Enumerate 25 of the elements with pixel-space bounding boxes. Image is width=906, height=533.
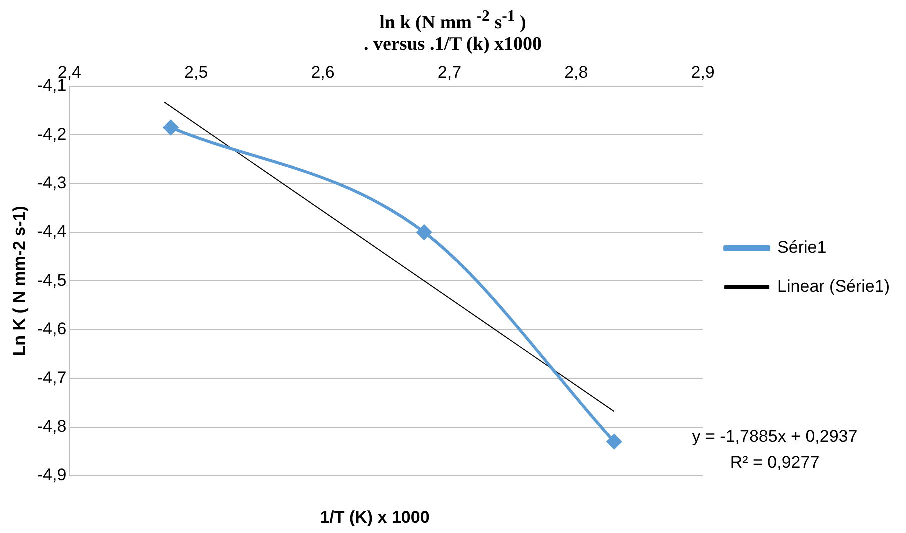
x-tick-label: 2,7 xyxy=(438,62,462,82)
y-axis-title: Ln K ( N mm-2 s-1) xyxy=(10,206,29,356)
y-tick-label: -4,3 xyxy=(37,173,67,192)
y-tick-label: -4,4 xyxy=(37,222,67,242)
legend-label: Linear (Série1) xyxy=(778,277,890,296)
x-tick-label: 2,5 xyxy=(184,62,208,82)
x-tick-label: 2,4 xyxy=(58,62,82,82)
annotation: y = -1,7885x + 0,2937 xyxy=(692,427,858,446)
y-tick-label: -4,7 xyxy=(37,368,67,388)
x-axis-title: 1/T (K) x 1000 xyxy=(319,508,431,528)
y-tick-label: -4,9 xyxy=(37,466,67,485)
y-tick-label: -4,6 xyxy=(37,320,67,339)
text: R² = 0,9277 xyxy=(730,453,820,472)
x-tick-label: 2,9 xyxy=(691,62,715,82)
point xyxy=(164,120,179,136)
x-tick-label: 2,8 xyxy=(564,62,588,82)
point xyxy=(416,225,432,240)
y-tick-label: -4,2 xyxy=(37,124,67,144)
chart-subtitle: . versus .1/T (k) x1000 xyxy=(362,34,544,56)
x-tick-label: 2,6 xyxy=(311,62,335,82)
chart-title: ln k (N mm $^{-2}$ s$^{-1}$ ) xyxy=(378,7,528,34)
y-tick-label: -4,8 xyxy=(37,416,67,436)
point xyxy=(606,434,622,450)
legend-label: Série1 xyxy=(778,238,827,258)
y-tick-label: -4,5 xyxy=(37,270,67,290)
